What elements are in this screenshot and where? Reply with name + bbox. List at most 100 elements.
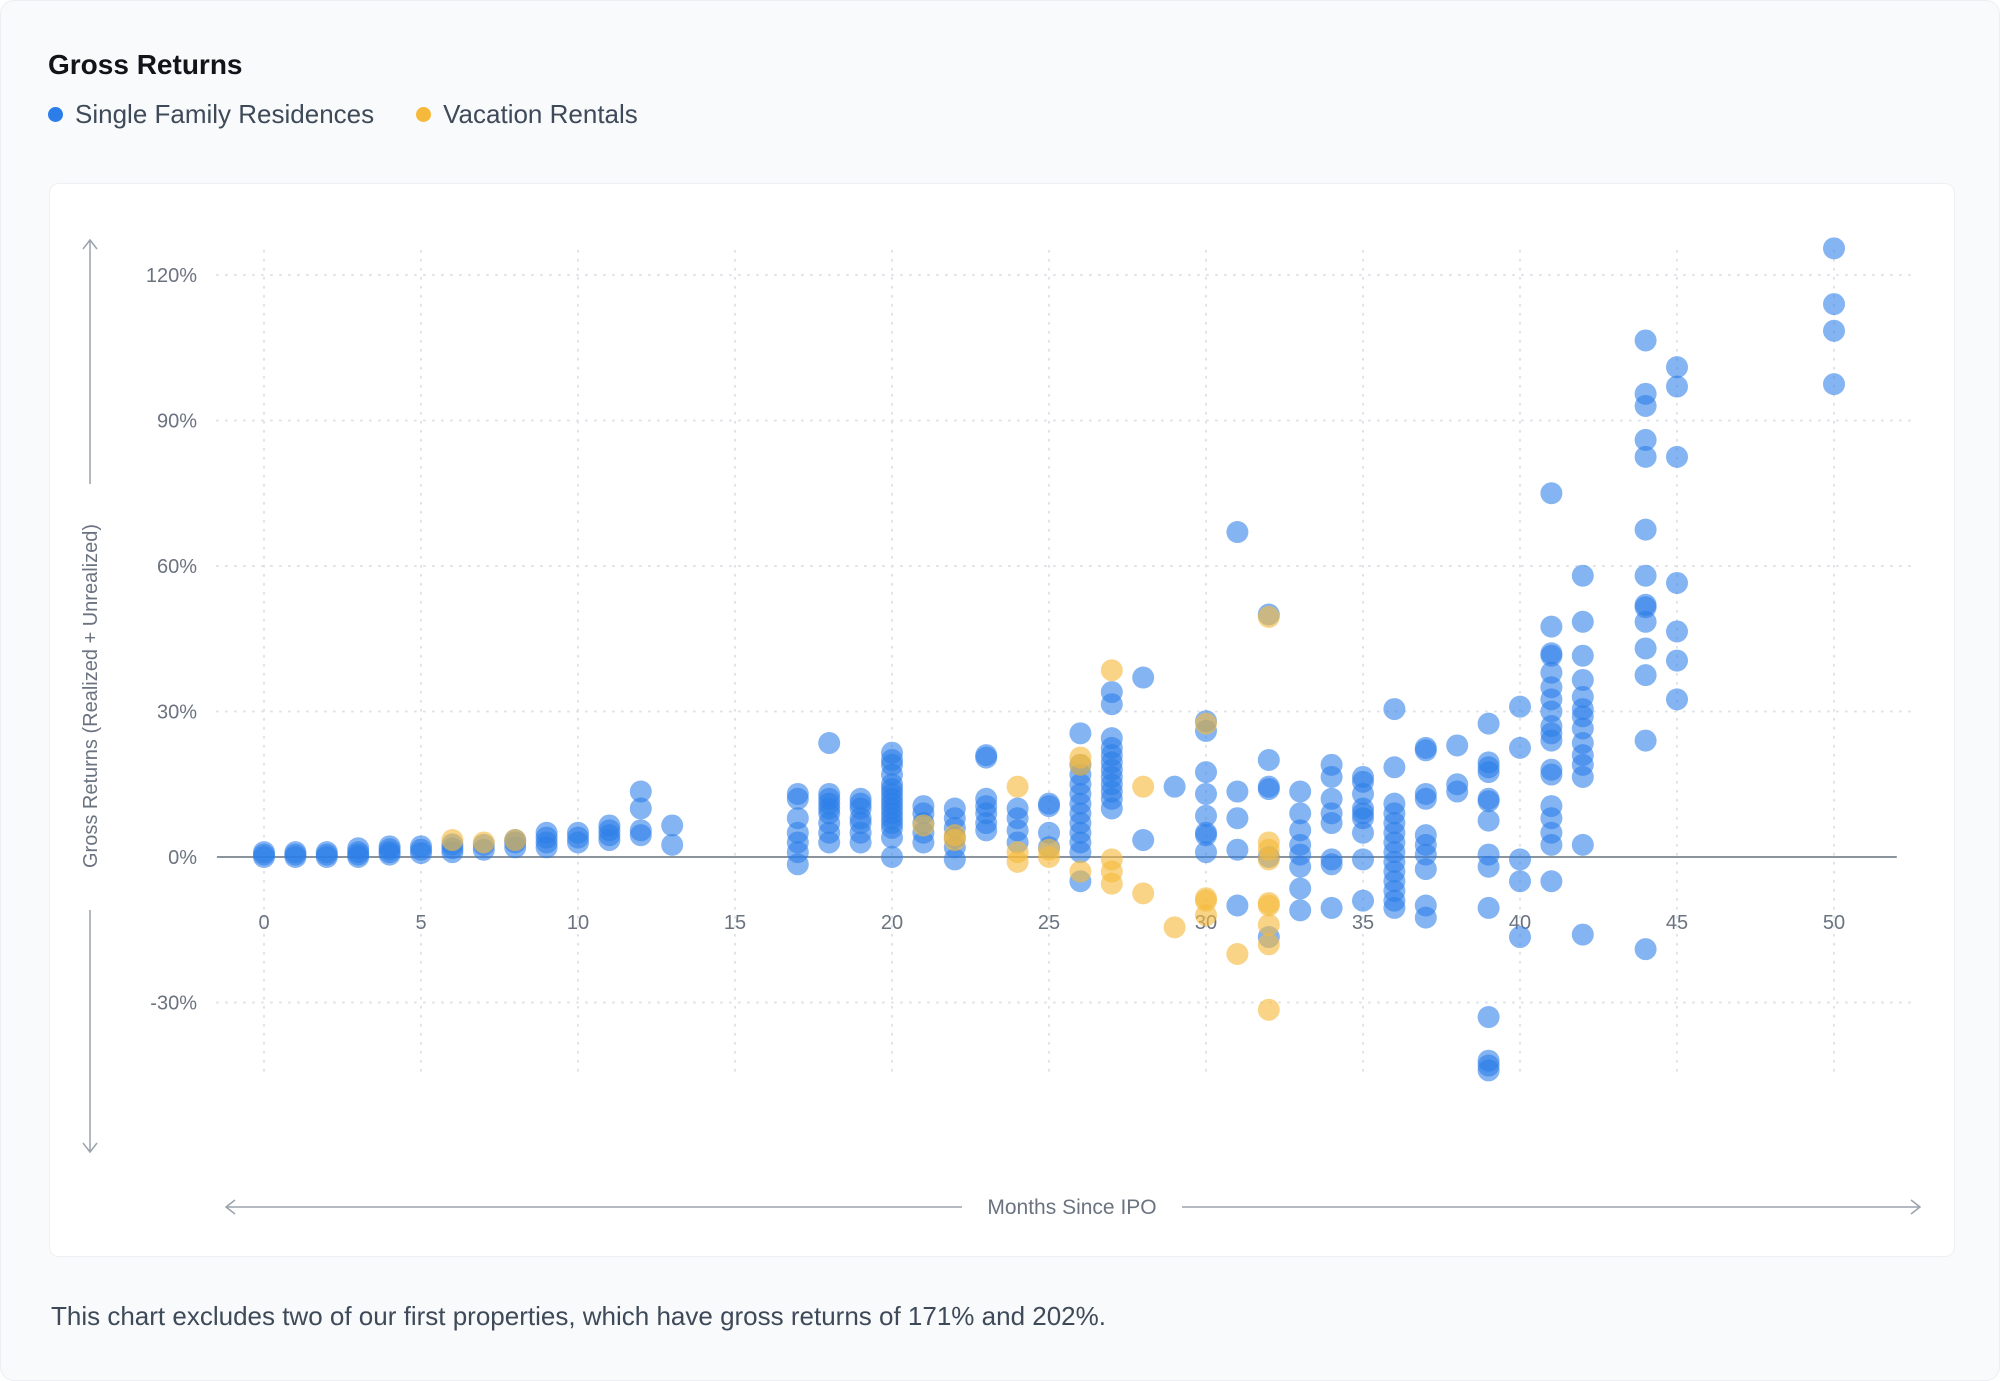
data-point-single-family: [1571, 564, 1594, 587]
data-point-vacation-rental: [1195, 712, 1217, 735]
x-axis-arrowhead-right: [1910, 1199, 1922, 1215]
data-point-single-family: [1383, 698, 1406, 721]
legend-item-single-family[interactable]: Single Family Residences: [48, 99, 374, 130]
data-point-single-family: [347, 837, 370, 860]
data-point-single-family: [1069, 722, 1092, 745]
data-point-single-family: [378, 835, 401, 858]
data-point-single-family: [1634, 428, 1657, 451]
data-point-vacation-rental: [1257, 831, 1280, 854]
data-point-single-family: [1823, 293, 1845, 316]
x-tick-label: 50: [1823, 912, 1845, 934]
data-point-single-family: [818, 782, 841, 805]
data-point-single-family: [1226, 780, 1249, 803]
data-point-single-family: [1289, 819, 1312, 842]
legend-swatch-single-family: [48, 107, 63, 122]
data-point-vacation-rental: [943, 824, 966, 847]
data-point-vacation-rental: [912, 814, 935, 837]
data-point-single-family: [1477, 896, 1500, 919]
x-axis-label: Months Since IPO: [987, 1196, 1156, 1219]
data-point-single-family: [284, 841, 307, 864]
data-point-vacation-rental: [1069, 860, 1092, 883]
data-point-single-family: [1634, 445, 1657, 468]
data-point-single-family: [1195, 841, 1217, 864]
data-point-single-family: [1823, 373, 1845, 396]
x-tick-label: 10: [567, 912, 589, 934]
data-point-single-family: [1226, 838, 1249, 861]
data-point-single-family: [975, 787, 998, 810]
data-point-single-family: [1571, 923, 1594, 946]
legend-item-vacation-rentals[interactable]: Vacation Rentals: [416, 99, 638, 130]
data-point-single-family: [1132, 829, 1155, 852]
data-point-single-family: [1414, 782, 1437, 805]
data-point-single-family: [661, 833, 684, 856]
legend-label-single-family: Single Family Residences: [75, 99, 375, 129]
x-tick-label: 5: [415, 912, 426, 934]
data-point-single-family: [786, 782, 809, 805]
y-tick-label: 0%: [168, 847, 197, 869]
data-point-single-family: [1446, 773, 1469, 796]
data-point-vacation-rental: [1257, 913, 1280, 936]
data-point-single-family: [1320, 848, 1343, 871]
data-point-single-family: [1540, 661, 1563, 684]
legend-label-vacation-rentals: Vacation Rentals: [443, 99, 638, 129]
x-tick-label: 15: [724, 912, 746, 934]
data-point-single-family: [1320, 753, 1343, 776]
data-point-single-family: [1634, 329, 1657, 352]
data-point-single-family: [1634, 637, 1657, 660]
data-point-single-family: [1823, 319, 1845, 342]
data-point-single-family: [1666, 356, 1688, 379]
data-point-vacation-rental: [1132, 775, 1155, 798]
data-point-single-family: [1571, 610, 1594, 633]
data-point-vacation-rental: [1226, 943, 1249, 965]
data-point-single-family: [1195, 761, 1217, 784]
data-point-single-family: [1226, 807, 1249, 830]
data-point-vacation-rental: [1257, 605, 1280, 628]
chart-footnote: This chart excludes two of our first pro…: [51, 1301, 1106, 1331]
data-point-single-family: [1666, 688, 1688, 711]
x-tick-label: 35: [1352, 912, 1374, 934]
data-point-single-family: [975, 744, 998, 767]
data-point-single-family: [1509, 736, 1531, 759]
data-point-single-family: [1666, 571, 1688, 594]
data-point-single-family: [1352, 848, 1374, 871]
legend-swatch-vacation-rentals: [416, 107, 432, 122]
y-axis-label: Gross Returns (Realized + Unrealized): [80, 524, 102, 868]
data-point-single-family: [1289, 877, 1312, 900]
data-point-single-family: [1100, 681, 1123, 704]
chart-title: Gross Returns: [48, 49, 243, 80]
data-point-single-family: [1383, 756, 1406, 779]
data-point-single-family: [1634, 938, 1657, 961]
data-point-single-family: [1571, 668, 1594, 691]
data-point-single-family: [1320, 787, 1343, 810]
data-point-single-family: [1634, 564, 1657, 587]
data-point-single-family: [1038, 821, 1060, 844]
data-point-single-family: [818, 732, 841, 755]
x-tick-label: 25: [1038, 912, 1060, 934]
y-tick-label: 60%: [157, 556, 197, 578]
data-point-single-family: [410, 835, 432, 858]
data-point-single-family: [1195, 821, 1217, 844]
data-point-single-family: [1132, 666, 1155, 689]
data-point-single-family: [881, 846, 903, 868]
data-point-single-family: [1477, 751, 1500, 774]
x-tick-label: 45: [1666, 912, 1688, 934]
data-point-single-family: [1540, 758, 1563, 781]
data-point-single-family: [1289, 802, 1312, 825]
data-point-vacation-rental: [1006, 775, 1029, 798]
data-point-vacation-rental: [1163, 916, 1186, 939]
data-point-single-family: [253, 841, 275, 864]
data-point-vacation-rental: [1257, 892, 1280, 915]
data-point-single-family: [912, 795, 935, 818]
data-point-single-family: [1509, 848, 1531, 871]
data-point-single-family: [1352, 889, 1374, 912]
data-point-single-family: [1823, 237, 1845, 260]
data-point-single-family: [1414, 894, 1437, 917]
data-point-single-family: [1195, 804, 1217, 827]
data-point-single-family: [1634, 729, 1657, 752]
data-point-single-family: [1540, 870, 1563, 893]
data-point-single-family: [1289, 780, 1312, 803]
data-point-single-family: [1446, 734, 1469, 757]
data-point-vacation-rental: [504, 829, 527, 852]
data-point-single-family: [881, 741, 903, 764]
data-point-single-family: [629, 780, 652, 803]
